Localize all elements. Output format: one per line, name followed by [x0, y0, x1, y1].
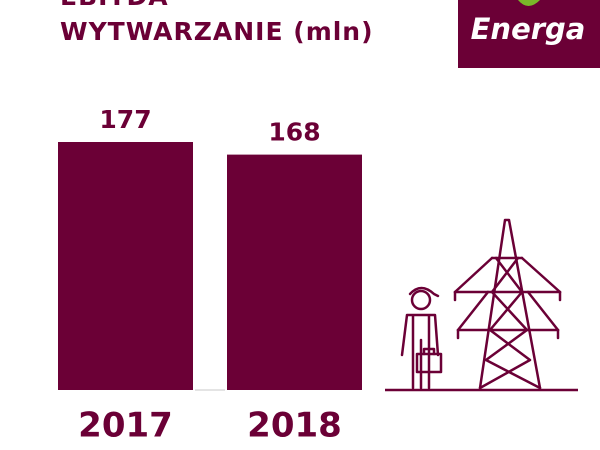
logo-text: Energa [471, 12, 586, 46]
bar [58, 142, 193, 390]
chart-title: EBITDA [60, 0, 169, 11]
x-tick-label: 2017 [78, 406, 173, 446]
value-label: 177 [99, 105, 151, 134]
chart-title: WYTWARZANIE (mln) [60, 17, 374, 46]
bar [227, 154, 362, 390]
logo: Energa [458, 0, 600, 68]
pylon-icon [453, 218, 562, 390]
logo-leaf [518, 0, 540, 6]
worker-icon [400, 286, 443, 390]
value-label: 168 [268, 118, 320, 147]
x-tick-label: 2018 [247, 406, 342, 446]
logo-background [458, 0, 600, 68]
